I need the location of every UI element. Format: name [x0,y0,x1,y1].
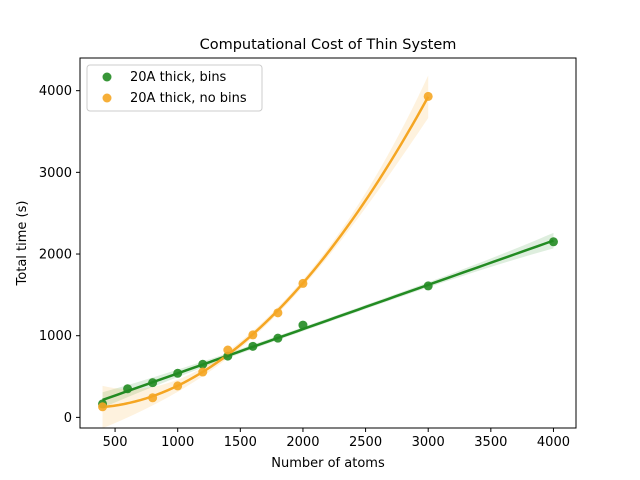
data-point [123,384,133,394]
x-tick-label: 4000 [537,435,570,450]
data-points [98,91,558,412]
chart-title: Computational Cost of Thin System [200,37,457,53]
fit-lines [102,96,554,409]
legend-label-bins: 20A thick, bins [130,70,227,85]
data-point [273,308,283,318]
data-point [148,378,158,388]
y-tick-label: 0 [64,411,72,426]
y-tick-label: 1000 [39,329,72,344]
data-point [173,368,183,378]
x-tick-label: 3500 [474,435,507,450]
data-point [298,278,308,288]
fit-line [102,239,554,402]
y-tick-label: 2000 [39,248,72,263]
fit-line [102,96,430,409]
legend-label-no-bins: 20A thick, no bins [130,91,247,106]
legend-marker-no-bins [102,93,112,103]
legend-marker-bins [102,72,112,82]
x-tick-label: 2000 [286,435,319,450]
data-point [273,333,283,343]
data-point [198,367,208,377]
x-tick-label: 1500 [224,435,257,450]
data-point [248,341,258,351]
data-point [98,402,108,412]
data-point [423,281,433,291]
data-point [298,320,308,330]
y-tick-label: 4000 [39,84,72,99]
x-tick-label: 2500 [349,435,382,450]
data-point [248,330,258,340]
data-point [223,345,233,355]
y-tick-label: 3000 [39,166,72,181]
x-axis-ticks: 500 1000 1500 2000 2500 3000 3500 4000 [103,428,570,450]
plot-area-frame [79,57,577,429]
data-point [198,359,208,369]
x-tick-label: 1000 [161,435,194,450]
y-axis-ticks: 0 1000 2000 3000 4000 [39,84,80,426]
confidence-band [102,75,429,429]
x-axis-label: Number of atoms [271,456,385,471]
data-point [148,393,158,403]
data-point [548,237,558,247]
y-axis-label: Total time (s) [15,201,30,287]
data-point [423,91,433,101]
x-tick-label: 3000 [412,435,445,450]
x-tick-label: 500 [103,435,128,450]
data-point [173,381,183,391]
legend-box [86,64,263,112]
legend: 20A thick, bins 20A thick, no bins [86,64,263,112]
